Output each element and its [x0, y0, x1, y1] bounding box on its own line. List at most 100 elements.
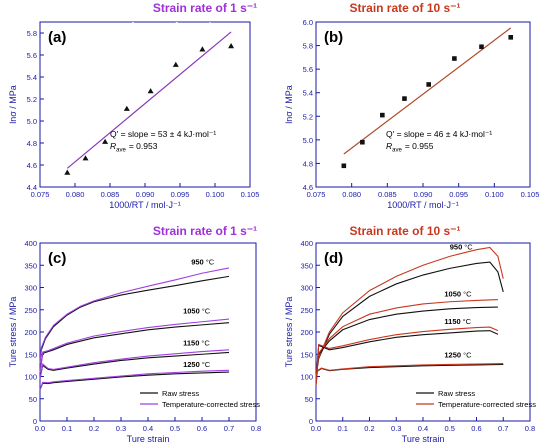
temperature-unit: °C: [464, 243, 473, 252]
annotation-r: Rave = 0.953: [110, 141, 158, 154]
legend-label: Temperature-corrected stress: [162, 400, 260, 409]
series-line: [315, 326, 499, 381]
data-point: [123, 105, 130, 111]
y-tick-label: 5.6: [27, 51, 37, 60]
panel-title: Strain rate of 1 s⁻¹: [153, 1, 257, 15]
r-value: = 0.953: [129, 141, 158, 151]
x-tick-label: 0.3: [116, 424, 126, 433]
y-tick-label: 350: [300, 261, 313, 270]
temperature-unit: °C: [202, 306, 211, 315]
panel-label: (d): [324, 250, 343, 267]
temperature-unit: °C: [201, 338, 210, 347]
y-tick-label: 200: [24, 328, 37, 337]
r-symbol: R: [386, 141, 392, 151]
y-tick-label: 5.0: [303, 136, 313, 145]
y-tick-label: 200: [300, 328, 313, 337]
temperature-label: 950 °C: [191, 257, 215, 266]
y-tick-label: 5.4: [27, 73, 37, 82]
panel-label: (a): [48, 29, 66, 46]
data-point: [64, 169, 71, 175]
y-tick-label: 4.8: [303, 159, 313, 168]
y-tick-label: 300: [300, 284, 313, 293]
data-point: [426, 82, 432, 87]
x-tick-label: 0.090: [414, 190, 433, 199]
r-subscript: ave: [392, 148, 402, 154]
y-tick-label: 100: [300, 373, 313, 382]
series-line: [315, 246, 504, 377]
x-axis-label: Ture strain: [402, 434, 445, 443]
x-axis-label: 1000/RT / mol·J⁻¹: [387, 200, 458, 210]
series-line: [39, 349, 230, 379]
temperature-label: 1150 °C: [183, 338, 210, 347]
y-tick-label: 4.4: [27, 183, 37, 192]
x-tick-label: 0.0: [35, 424, 45, 433]
x-tick-label: 0.1: [338, 424, 348, 433]
annotation-r: Rave = 0.955: [386, 141, 434, 154]
data-point: [380, 112, 385, 118]
y-tick-label: 4.6: [27, 161, 37, 170]
y-tick-label: 4.6: [303, 183, 313, 192]
temperature-value: 950: [450, 243, 463, 252]
x-tick-label: 0.080: [66, 190, 85, 199]
data-point: [508, 35, 514, 40]
temperature-value: 1250: [444, 350, 461, 359]
series-line: [39, 371, 230, 391]
x-tick-label: 0.1: [62, 424, 72, 433]
x-tick-label: 0.7: [498, 424, 508, 433]
fit-line: [66, 31, 232, 169]
ghost-title: Strain rate of 10 s⁻¹: [110, 21, 212, 33]
x-tick-label: 0.095: [171, 190, 190, 199]
x-tick-label: 0.105: [521, 190, 540, 199]
x-tick-label: 0.2: [89, 424, 99, 433]
x-tick-label: 0.6: [197, 424, 207, 433]
temperature-label: 1050 °C: [183, 306, 211, 315]
panel-title: Strain rate of 10 s⁻¹: [349, 224, 460, 238]
y-tick-label: 250: [24, 306, 37, 315]
temperature-unit: °C: [463, 317, 472, 326]
series-line: [315, 363, 504, 386]
data-point: [228, 43, 235, 49]
r-value: = 0.955: [405, 141, 434, 151]
temperature-value: 1150: [444, 317, 460, 326]
series-line: [315, 261, 504, 377]
y-tick-label: 5.2: [303, 112, 313, 121]
data-point: [172, 61, 179, 67]
series-line: [39, 318, 230, 373]
series-line: [315, 363, 504, 386]
y-tick-label: 150: [24, 350, 37, 359]
temperature-value: 1250: [183, 360, 200, 369]
series-line: [315, 330, 499, 381]
series-line: [39, 369, 230, 391]
y-tick-label: 50: [305, 395, 313, 404]
data-point: [147, 88, 154, 94]
x-tick-label: 0.075: [31, 190, 50, 199]
x-tick-label: 0.100: [485, 190, 504, 199]
y-tick-label: 400: [300, 239, 313, 248]
y-tick-label: 0: [33, 417, 37, 426]
data-point: [402, 96, 407, 101]
temperature-value: 950: [191, 257, 204, 266]
temperature-value: 1050: [444, 289, 461, 298]
data-point: [479, 44, 484, 50]
data-point: [82, 155, 89, 161]
r-symbol: R: [110, 141, 116, 151]
panel-a: Strain rate of 1 s⁻¹ Strain rate of 10 s⁻…: [8, 1, 259, 210]
y-tick-label: 6.0: [303, 18, 313, 27]
x-tick-label: 0.100: [206, 190, 225, 199]
y-tick-label: 400: [24, 239, 37, 248]
y-tick-label: 0: [309, 417, 313, 426]
y-tick-label: 350: [24, 261, 37, 270]
x-tick-label: 0.105: [241, 190, 260, 199]
annotation-slope: Q' = slope = 46 ± 4 kJ·mol⁻¹: [386, 129, 492, 139]
x-tick-label: 0.4: [143, 424, 153, 433]
x-tick-label: 0.4: [418, 424, 428, 433]
y-tick-label: 5.2: [27, 95, 37, 104]
temperature-unit: °C: [206, 257, 215, 266]
temperature-unit: °C: [202, 360, 211, 369]
series-line: [39, 322, 230, 373]
panel-c: Strain rate of 1 s⁻¹ 0.0 0.1 0.2 0.3 0.4 0.5 0.…: [8, 224, 261, 444]
x-tick-label: 0.8: [525, 424, 535, 433]
y-axis-label: lnσ / MPa: [284, 85, 294, 124]
x-tick-label: 0.075: [307, 190, 326, 199]
